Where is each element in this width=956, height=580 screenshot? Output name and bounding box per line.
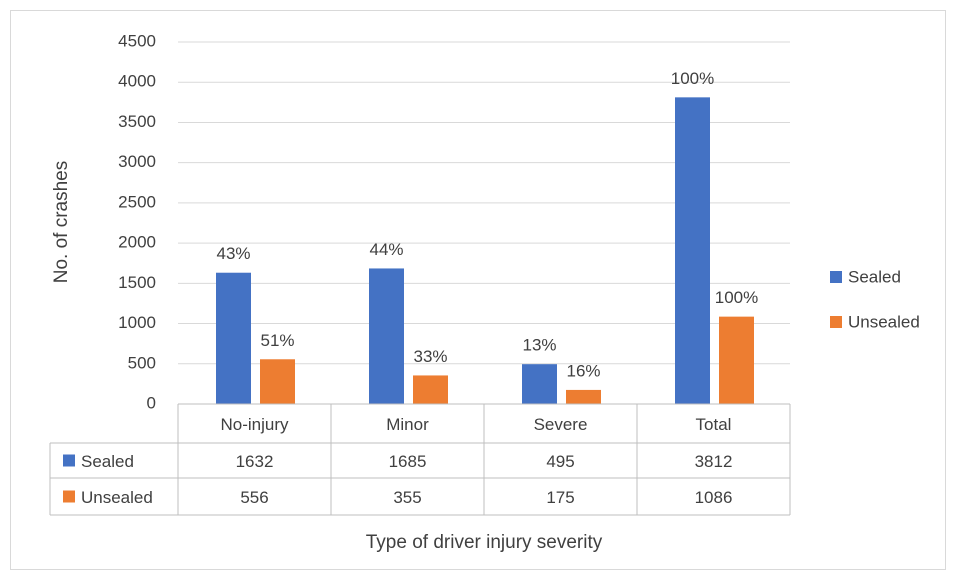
table-value: 495 — [546, 452, 574, 471]
y-tick-label: 4000 — [118, 72, 156, 91]
share-label: 100% — [715, 288, 758, 307]
table-value: 556 — [240, 488, 268, 507]
table-value: 1685 — [389, 452, 427, 471]
table-value: 1632 — [236, 452, 274, 471]
table-value: 355 — [393, 488, 421, 507]
share-label: 51% — [260, 331, 294, 350]
share-label: 100% — [671, 69, 714, 88]
bar — [719, 316, 754, 404]
table-legend-key — [63, 454, 75, 467]
table-legend-key — [63, 490, 75, 503]
legend-key — [830, 316, 842, 328]
legend-label: Unsealed — [848, 312, 920, 331]
y-tick-label: 3000 — [118, 152, 156, 171]
share-label: 43% — [216, 244, 250, 263]
y-tick-label: 4500 — [118, 31, 156, 50]
y-tick-label: 500 — [128, 353, 156, 372]
legend-key — [830, 271, 842, 283]
table-value: 175 — [546, 488, 574, 507]
bar — [566, 389, 601, 404]
bar — [369, 268, 404, 404]
bar — [260, 359, 295, 404]
table-row-label: Unsealed — [81, 488, 153, 507]
y-tick-label: 3500 — [118, 112, 156, 131]
table-value: 3812 — [695, 452, 733, 471]
y-tick-label: 0 — [147, 393, 156, 412]
table-row-label: Sealed — [81, 452, 134, 471]
bar — [675, 97, 710, 405]
x-tick-label: Minor — [386, 415, 429, 434]
y-tick-label: 1500 — [118, 273, 156, 292]
y-tick-label: 2000 — [118, 233, 156, 252]
x-tick-label: Severe — [534, 415, 588, 434]
bar — [216, 272, 251, 404]
share-label: 16% — [566, 361, 600, 380]
bar — [413, 375, 448, 404]
share-label: 33% — [413, 347, 447, 366]
legend-label: Sealed — [848, 267, 901, 286]
table-value: 1086 — [695, 488, 733, 507]
x-axis-title: Type of driver injury severity — [366, 532, 603, 553]
x-tick-label: Total — [696, 415, 732, 434]
bar — [522, 364, 557, 404]
y-axis-title: No. of crashes — [51, 161, 72, 284]
x-tick-label: No-injury — [220, 415, 289, 434]
y-tick-label: 1000 — [118, 313, 156, 332]
y-tick-label: 2500 — [118, 192, 156, 211]
share-label: 13% — [522, 336, 556, 355]
share-label: 44% — [369, 240, 403, 259]
